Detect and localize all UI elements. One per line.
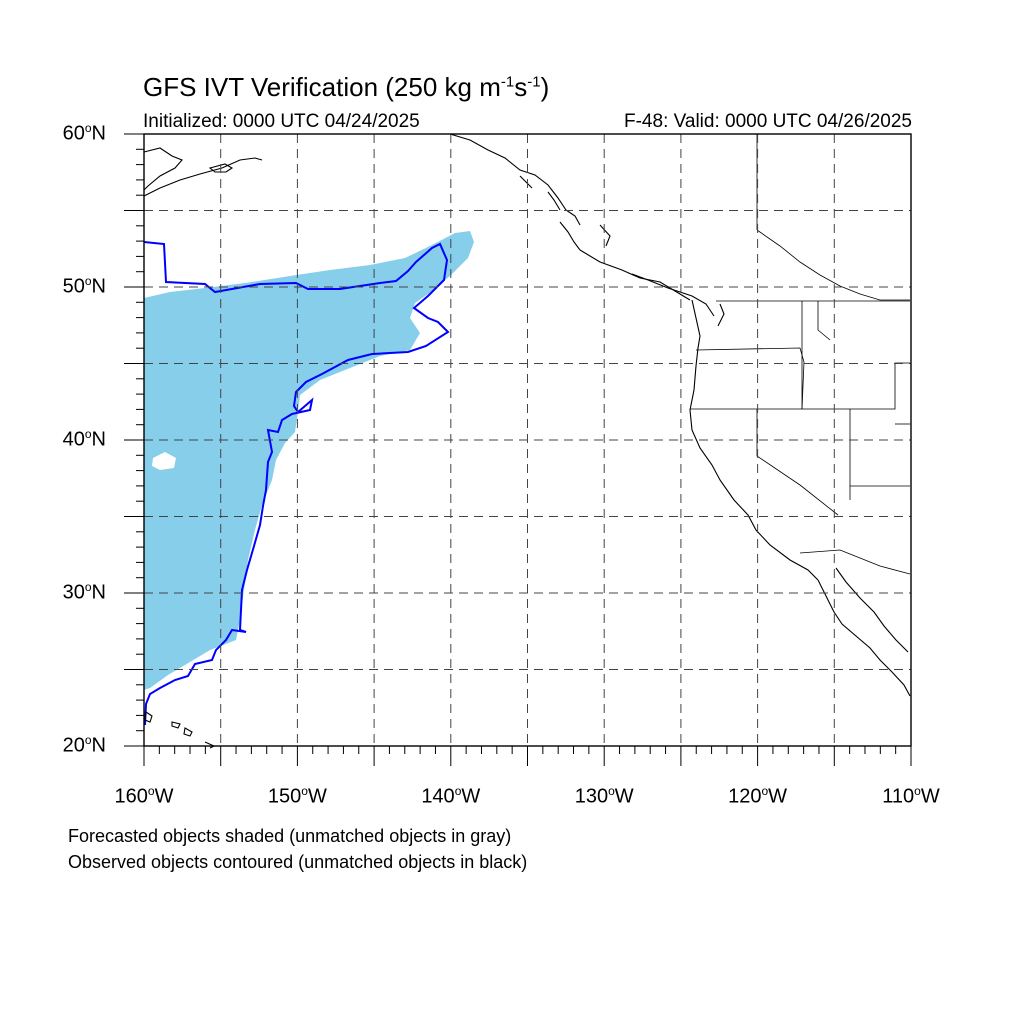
- latitude-label: 20oN: [62, 733, 106, 757]
- initialized-time: Initialized: 0000 UTC 04/24/2025: [143, 111, 420, 132]
- coastlines: [143, 133, 911, 749]
- axis-ticks: [124, 133, 912, 766]
- latitude-label: 60oN: [62, 121, 106, 145]
- longitude-label: 150oW: [267, 784, 327, 808]
- latitude-label: 50oN: [62, 274, 106, 298]
- latitude-label: 30oN: [62, 580, 106, 604]
- longitude-label: 130oW: [574, 784, 634, 808]
- caption-observed: Observed objects contoured (unmatched ob…: [68, 852, 528, 872]
- forecast-object-hole: [152, 452, 176, 470]
- valid-time: F-48: Valid: 0000 UTC 04/26/2025: [624, 111, 912, 132]
- latitude-label: 40oN: [62, 427, 106, 451]
- graticule: [144, 134, 911, 746]
- map-title: GFS IVT Verification (250 kg m-1s-1): [143, 72, 550, 102]
- longitude-label: 120oW: [728, 784, 788, 808]
- observed-object-contour: [143, 241, 450, 726]
- forecast-object-shading: [144, 231, 474, 690]
- longitude-label: 160oW: [114, 784, 174, 808]
- caption-forecast: Forecasted objects shaded (unmatched obj…: [68, 826, 512, 846]
- political-borders: [690, 134, 911, 575]
- longitude-label: 110oW: [882, 784, 940, 808]
- longitude-label: 140oW: [421, 784, 481, 808]
- map-frame: [143, 133, 912, 747]
